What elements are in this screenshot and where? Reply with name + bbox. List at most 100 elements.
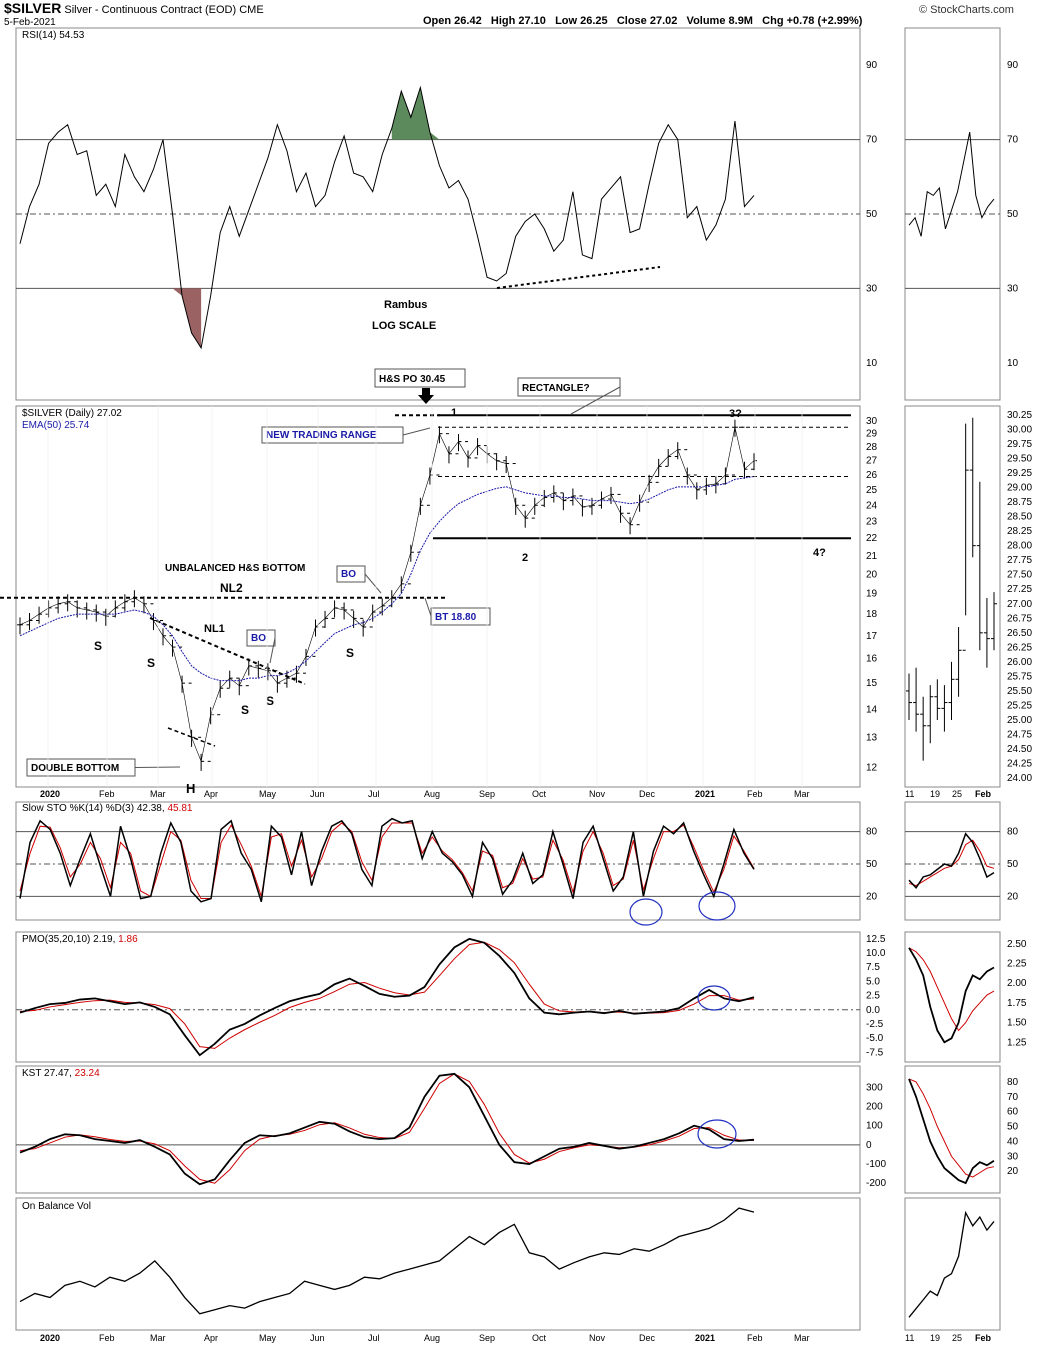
zoom-rsi-y-tick-0: 10: [1007, 358, 1019, 369]
month-label-mid-4: May: [259, 789, 277, 799]
sto-y-tick-0: 20: [866, 891, 878, 902]
zoom-panel-price: [904, 405, 1001, 788]
rsi-label: RSI(14) 54.53: [22, 30, 85, 41]
zoom-price-tick-21: 29.25: [1007, 468, 1032, 479]
zoom-price-tick-8: 26.00: [1007, 657, 1032, 668]
pmo-y-tick-6: 7.5: [866, 962, 880, 973]
zoom-kst-signal-line: [908, 1078, 995, 1178]
zoom-price-tick-7: 25.75: [1007, 671, 1032, 682]
pmo-y-tick-3: 0.0: [866, 1005, 880, 1016]
zoom-kst-y-tick-3: 50: [1007, 1122, 1019, 1133]
zoom-pmo-line: [908, 947, 995, 1044]
zoom-price-tick-19: 28.75: [1007, 497, 1032, 508]
pmo-line: [19, 937, 755, 1057]
sto-y-tick-2: 80: [866, 827, 878, 838]
month-label-mid-11: Dec: [639, 789, 656, 799]
chart-title: $SILVER Silver - Continuous Contract (EO…: [4, 0, 264, 16]
month-label-mid-8: Sep: [479, 789, 495, 799]
zoom-kst-y-tick-6: 80: [1007, 1077, 1019, 1088]
zoom-price-tick-5: 25.25: [1007, 700, 1032, 711]
month-label-bottom-14: Mar: [794, 1333, 810, 1343]
price-y-tick-12: 24: [866, 500, 878, 511]
symbol: $SILVER: [4, 0, 62, 16]
zoom-kst-y-tick-0: 20: [1007, 1166, 1019, 1177]
zoom-pmo-y-tick-5: 2.50: [1007, 939, 1027, 950]
zoom-price-tick-4: 25.00: [1007, 715, 1032, 726]
pmo-y-tick-0: -7.5: [866, 1047, 884, 1058]
bo-label-2: BO: [251, 633, 266, 644]
zoom-price-tick-13: 27.25: [1007, 584, 1032, 595]
price-y-tick-14: 26: [866, 470, 878, 481]
month-label-bottom-2: Mar: [150, 1333, 166, 1343]
bt-label-box: [430, 607, 491, 626]
price-close-line: [19, 427, 755, 763]
zoom-price-tick-16: 28.00: [1007, 541, 1032, 552]
shoulder-label-4: S: [346, 646, 354, 660]
panel-obv: [15, 1197, 861, 1331]
price-y-tick-17: 29: [866, 429, 878, 440]
month-label-bottom-7: Aug: [424, 1333, 440, 1343]
zoom-price-tick-17: 28.25: [1007, 526, 1032, 537]
zoom-price-tick-24: 30.00: [1007, 424, 1032, 435]
description: Silver - Continuous Contract (EOD): [64, 4, 237, 16]
month-label-mid-5: Jun: [310, 789, 325, 799]
hs-po-label-box: [374, 368, 466, 388]
sto-k-line: [19, 817, 755, 903]
price-y-tick-1: 13: [866, 732, 878, 743]
zoom-price-tick-1: 24.25: [1007, 759, 1032, 770]
zoom-price-tick-11: 26.75: [1007, 613, 1032, 624]
down-arrow-icon: [418, 388, 434, 404]
month-label-bottom-3: Apr: [204, 1333, 218, 1343]
zoom-obv-line: [908, 1210, 995, 1318]
price-y-tick-6: 18: [866, 609, 878, 620]
zoom-price-tick-10: 26.50: [1007, 628, 1032, 639]
unbalanced-hs-label: UNBALANCED H&S BOTTOM: [165, 563, 305, 574]
quote-low: Low 26.25: [555, 15, 608, 27]
zoom-price-tick-12: 27.00: [1007, 599, 1032, 610]
price-y-tick-3: 15: [866, 678, 878, 689]
shoulder-label-0: S: [94, 639, 102, 653]
kst-y-tick-3: 100: [866, 1121, 883, 1132]
zoom-kst-line: [908, 1078, 995, 1185]
month-label-mid-6: Jul: [368, 789, 380, 799]
zoom-date-mid-1: 19: [930, 789, 940, 799]
price-y-tick-4: 16: [866, 654, 878, 665]
zoom-price-tick-9: 26.25: [1007, 642, 1032, 653]
month-label-mid-13: Feb: [747, 789, 763, 799]
rsi-line: [19, 85, 755, 350]
price-y-tick-11: 23: [866, 516, 878, 527]
bo-label-1: BO: [341, 569, 356, 580]
month-label-bottom-6: Jul: [368, 1333, 380, 1343]
zoom-rsi-y-tick-1: 30: [1007, 283, 1019, 294]
bt-pointer: [424, 597, 432, 617]
zoom-pmo-y-tick-4: 2.25: [1007, 959, 1027, 970]
price-y-tick-10: 22: [866, 533, 878, 544]
nl2-label: NL2: [220, 581, 243, 595]
rect-point-1: 1: [451, 407, 457, 419]
zoom-sto-y-tick-2: 80: [1007, 827, 1019, 838]
zoom-date-bottom-1: 19: [930, 1333, 940, 1343]
zoom-price-tick-2: 24.50: [1007, 744, 1032, 755]
shoulder-label-2: S: [241, 703, 249, 717]
zoom-price-tick-25: 30.25: [1007, 410, 1032, 421]
sto-circle-2: [698, 891, 736, 921]
zoom-panel-sto: [904, 801, 1001, 921]
pmo-y-tick-1: -5.0: [866, 1033, 884, 1044]
panel-sto: [15, 801, 861, 921]
zoom-date-bottom-3: Feb: [975, 1333, 992, 1343]
zoom-kst-y-tick-4: 60: [1007, 1107, 1019, 1118]
month-label-bottom-11: Dec: [639, 1333, 656, 1343]
zoom-date-mid-2: 25: [952, 789, 962, 799]
rsi-y-tick-3: 70: [866, 135, 878, 146]
head-label: H: [186, 781, 195, 796]
price-y-tick-16: 28: [866, 442, 878, 453]
ema-label: EMA(50) 25.74: [22, 420, 90, 431]
rsi-trendline: [496, 266, 661, 289]
zoom-price-tick-18: 28.50: [1007, 512, 1032, 523]
month-label-bottom-4: May: [259, 1333, 277, 1343]
new-range-label: NEW TRADING RANGE: [266, 430, 377, 441]
sto-d-value: 45.81: [167, 803, 193, 814]
zoom-date-mid-3: Feb: [975, 789, 992, 799]
exchange: CME: [239, 4, 264, 16]
